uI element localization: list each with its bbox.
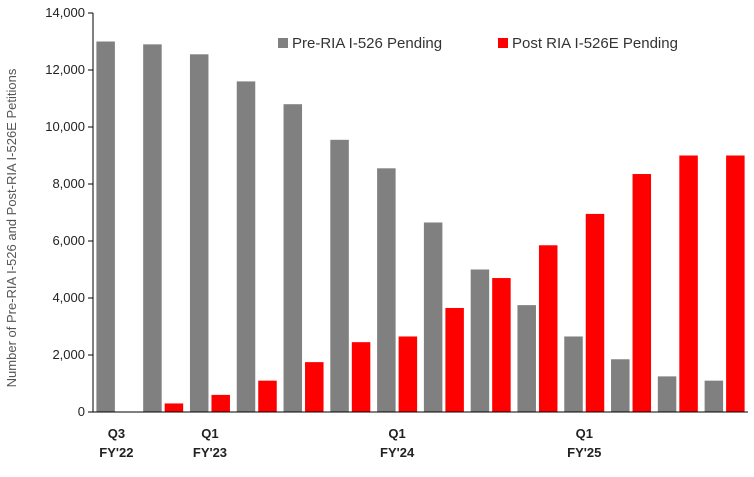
bar-post-ria xyxy=(679,155,698,412)
bar-post-ria xyxy=(351,342,371,412)
bar-post-ria xyxy=(585,213,605,412)
x-tick-label-quarter: Q3 xyxy=(108,426,125,441)
y-tick-label: 12,000 xyxy=(45,62,85,77)
legend-swatch xyxy=(278,38,288,48)
bar-post-ria xyxy=(445,307,464,412)
bar-post-ria xyxy=(492,278,511,412)
bar-post-ria xyxy=(211,394,230,412)
bar-pre-ria xyxy=(377,168,396,412)
bar-pre-ria xyxy=(657,376,677,413)
bar-pre-ria xyxy=(517,305,536,413)
legend-label: Pre-RIA I-526 Pending xyxy=(292,35,442,52)
y-tick-label: 0 xyxy=(78,404,85,419)
legend-swatch xyxy=(498,38,508,48)
y-tick-label: 6,000 xyxy=(52,233,85,248)
bar-pre-ria xyxy=(470,269,490,412)
y-tick-label: 4,000 xyxy=(52,290,85,305)
bar-pre-ria xyxy=(236,81,256,413)
bar-post-ria xyxy=(305,362,324,413)
bar-pre-ria xyxy=(143,44,162,412)
y-axis-title: Number of Pre-RIA I-526 and Post-RIA I-5… xyxy=(4,68,19,387)
bar-pre-ria xyxy=(330,139,349,412)
legend: Pre-RIA I-526 Pending Post RIA I-526E Pen… xyxy=(278,35,678,52)
bar-post-ria xyxy=(258,380,277,412)
x-tick-label-fiscal-year: FY'24 xyxy=(380,445,415,460)
bar-pre-ria xyxy=(611,359,630,412)
bars-group xyxy=(96,41,745,413)
legend-label: Post RIA I-526E Pending xyxy=(512,35,678,52)
x-tick-label-quarter: Q1 xyxy=(576,426,593,441)
bar-post-ria xyxy=(398,336,418,412)
bar-post-ria xyxy=(164,403,184,412)
bar-pre-ria xyxy=(564,336,583,412)
bar-post-ria xyxy=(632,174,652,412)
bar-pre-ria xyxy=(704,380,724,412)
bar-pre-ria xyxy=(283,104,303,412)
bar-post-ria xyxy=(538,245,558,412)
y-tick-label: 10,000 xyxy=(45,119,85,134)
y-tick-label: 2,000 xyxy=(52,347,85,362)
bar-pre-ria xyxy=(423,222,443,412)
x-tick-label-fiscal-year: FY'25 xyxy=(567,445,601,460)
x-tick-label-quarter: Q1 xyxy=(388,426,405,441)
bar-pre-ria xyxy=(96,41,115,412)
x-tick-label-quarter: Q1 xyxy=(201,426,218,441)
y-axis: 0 2,000 4,000 6,000 8,000 10,000 12,000 14,000 xyxy=(45,5,93,419)
bar-pre-ria xyxy=(189,54,209,412)
x-tick-label-fiscal-year: FY'23 xyxy=(193,445,227,460)
y-tick-label: 8,000 xyxy=(52,176,85,191)
bar-post-ria xyxy=(726,155,745,412)
y-tick-label: 14,000 xyxy=(45,5,85,20)
x-tick-label-fiscal-year: FY'22 xyxy=(99,445,133,460)
